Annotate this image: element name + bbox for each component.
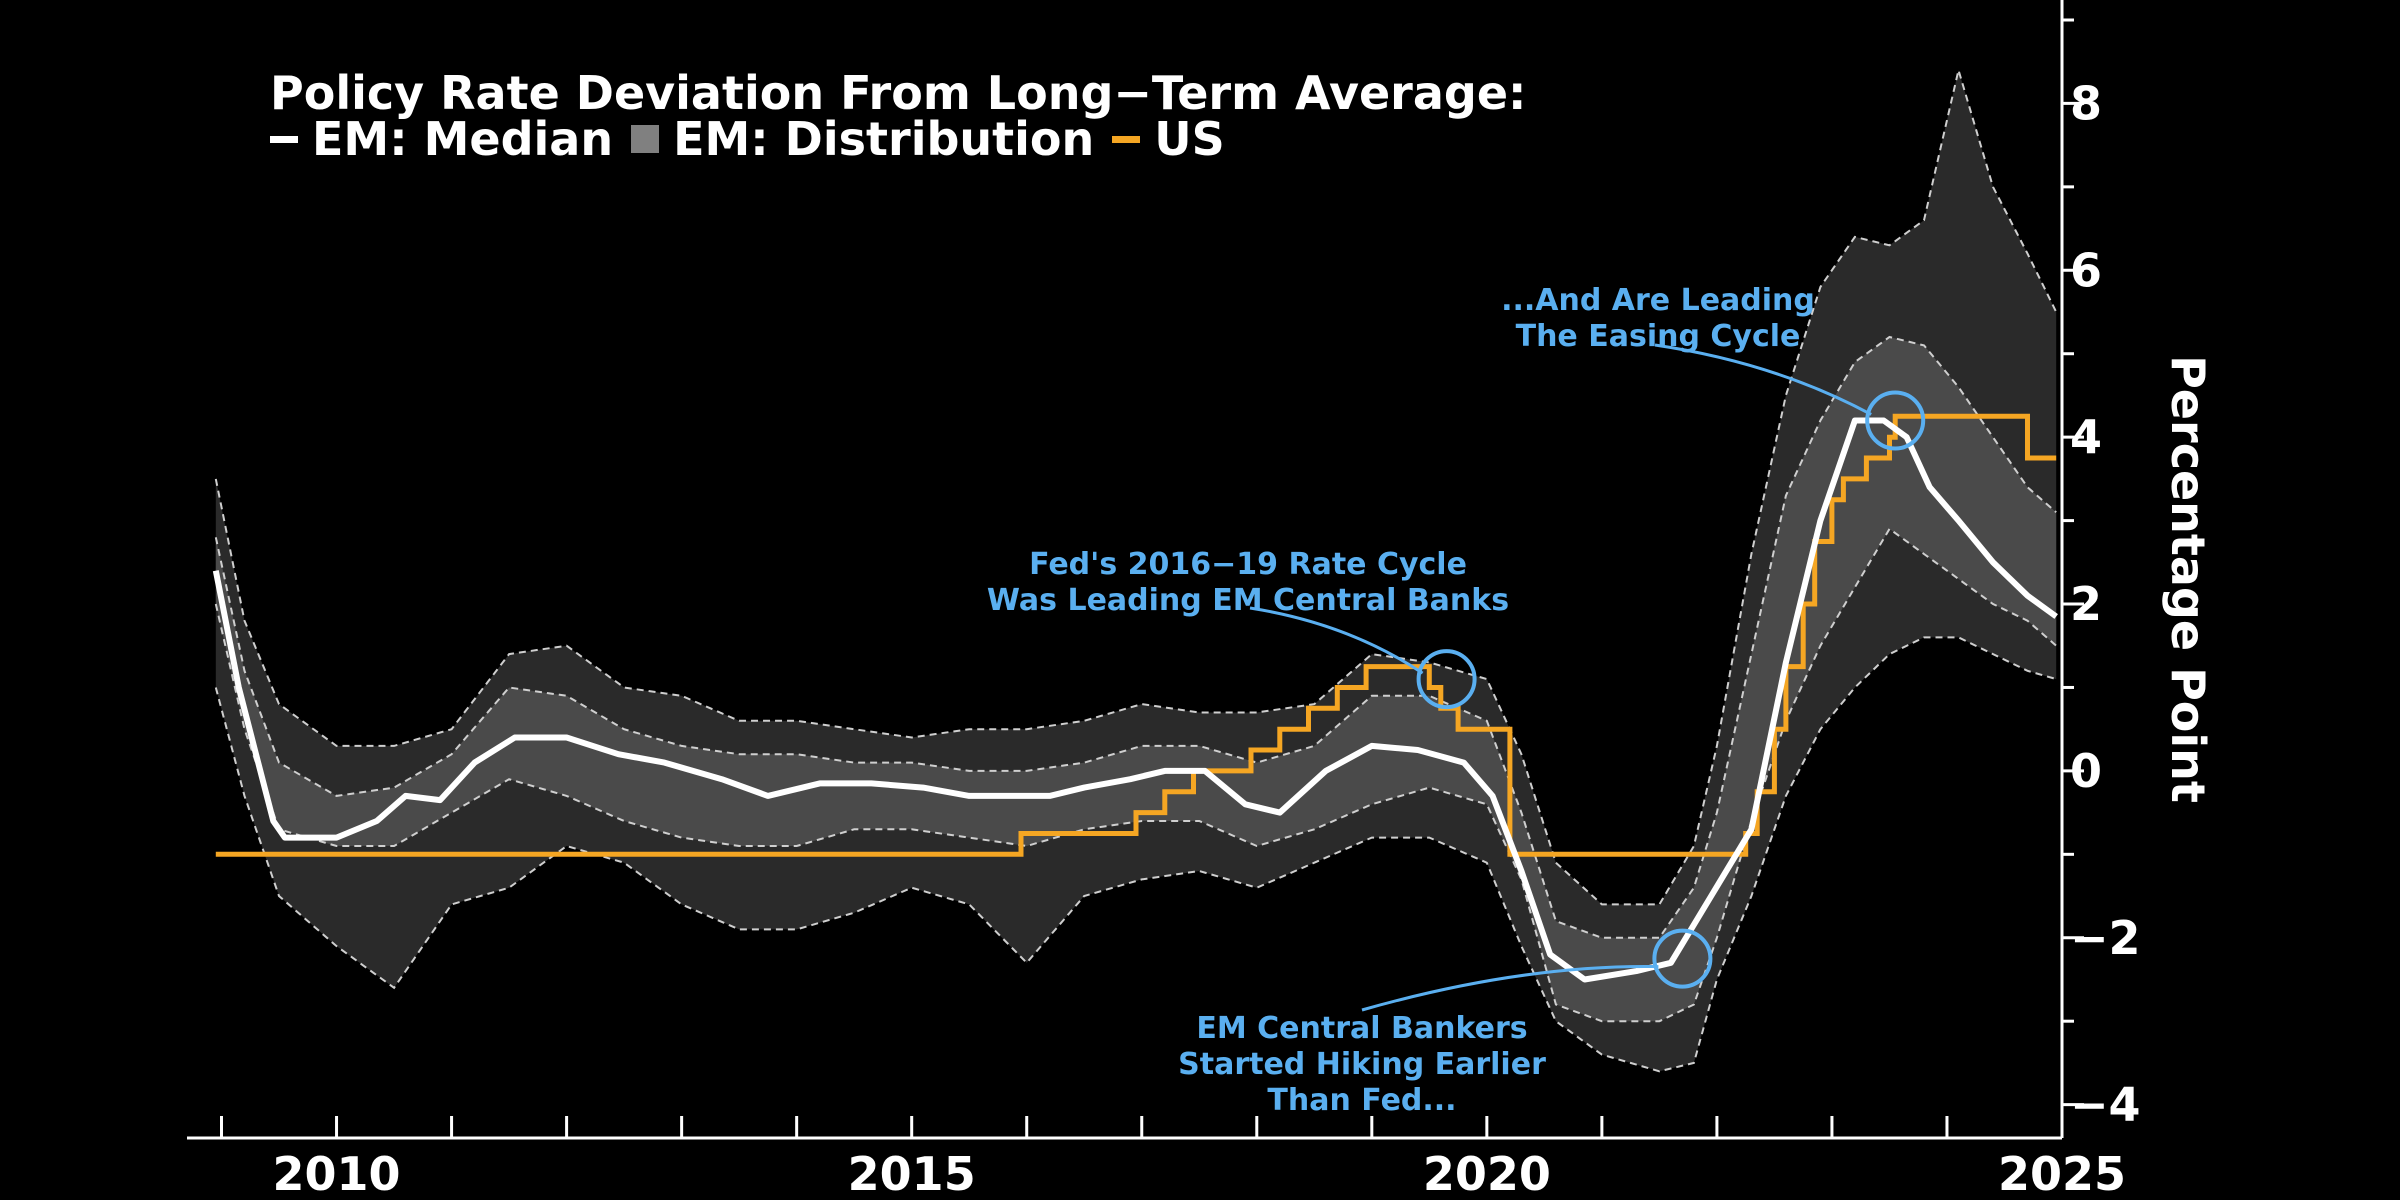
- x-tick-label-2015: 2015: [848, 1147, 976, 1200]
- x-tick-label-2010: 2010: [273, 1147, 401, 1200]
- y-tick-label--4: −4: [2070, 1078, 2141, 1132]
- annotation-text-1-2: The Easing Cycle: [1516, 319, 1801, 354]
- annotation-text-2-1: Fed's 2016−19 Rate Cycle: [1029, 547, 1467, 582]
- band-edge-p25: [214, 527, 2057, 1023]
- band-edge-p90: [214, 66, 2058, 906]
- us-line: [215, 413, 2057, 857]
- axes: 2010 2015 2020 2025 8 6 4 2 0 −2 −4 Percentage Poin…: [187, 0, 2215, 1200]
- legend-label-dist: EM: Distribution: [673, 112, 1095, 166]
- legend: EM: Median EM: Distribution US: [270, 112, 1243, 166]
- annotation-leader-3: [1361, 965, 1659, 1012]
- chart-title: Policy Rate Deviation From Long−Term Ave…: [270, 66, 1527, 120]
- median-line: [212, 417, 2058, 983]
- band-edge-p75: [214, 335, 2057, 939]
- annotation-circle-1: [1865, 390, 1926, 451]
- legend-item-median: EM: Median: [270, 112, 613, 166]
- legend-item-dist: EM: Distribution: [631, 112, 1094, 166]
- x-tick-label-2020: 2020: [1423, 1147, 1551, 1200]
- y-tick-label-6: 6: [2070, 243, 2102, 297]
- y-tick-label-4: 4: [2070, 410, 2102, 464]
- band-edge-p10: [214, 636, 2057, 1073]
- annotation-circle-3: [1652, 928, 1713, 989]
- legend-swatch-median: [270, 135, 298, 143]
- annotation-text-2-2: Was Leading EM Central Banks: [987, 583, 1509, 618]
- y-tick-label-8: 8: [2070, 76, 2102, 130]
- annotation-leader-2: [1249, 606, 1424, 675]
- annotation-text-1-1: ...And Are Leading: [1501, 283, 1815, 318]
- annotation-leader-1: [1654, 343, 1872, 416]
- legend-swatch-dist: [631, 125, 660, 153]
- legend-item-us: US: [1112, 112, 1225, 166]
- annotation-circle-2: [1416, 649, 1477, 710]
- legend-label-us: US: [1154, 112, 1225, 166]
- y-tick-label-0: 0: [2070, 744, 2102, 798]
- series-lines: [212, 413, 2058, 983]
- annotation-text-3-1: EM Central Bankers: [1196, 1011, 1527, 1046]
- annotation-text-3-3: Than Fed...: [1267, 1083, 1456, 1118]
- y-tick-label--2: −2: [2070, 911, 2141, 965]
- annotation-text-3-2: Started Hiking Earlier: [1178, 1047, 1546, 1082]
- y-tick-label-2: 2: [2070, 577, 2102, 631]
- x-tick-label-2025: 2025: [1998, 1147, 2126, 1200]
- y-axis-title: Percentage Point: [2161, 355, 2215, 803]
- legend-label-median: EM: Median: [312, 112, 614, 166]
- legend-swatch-us: [1112, 135, 1141, 143]
